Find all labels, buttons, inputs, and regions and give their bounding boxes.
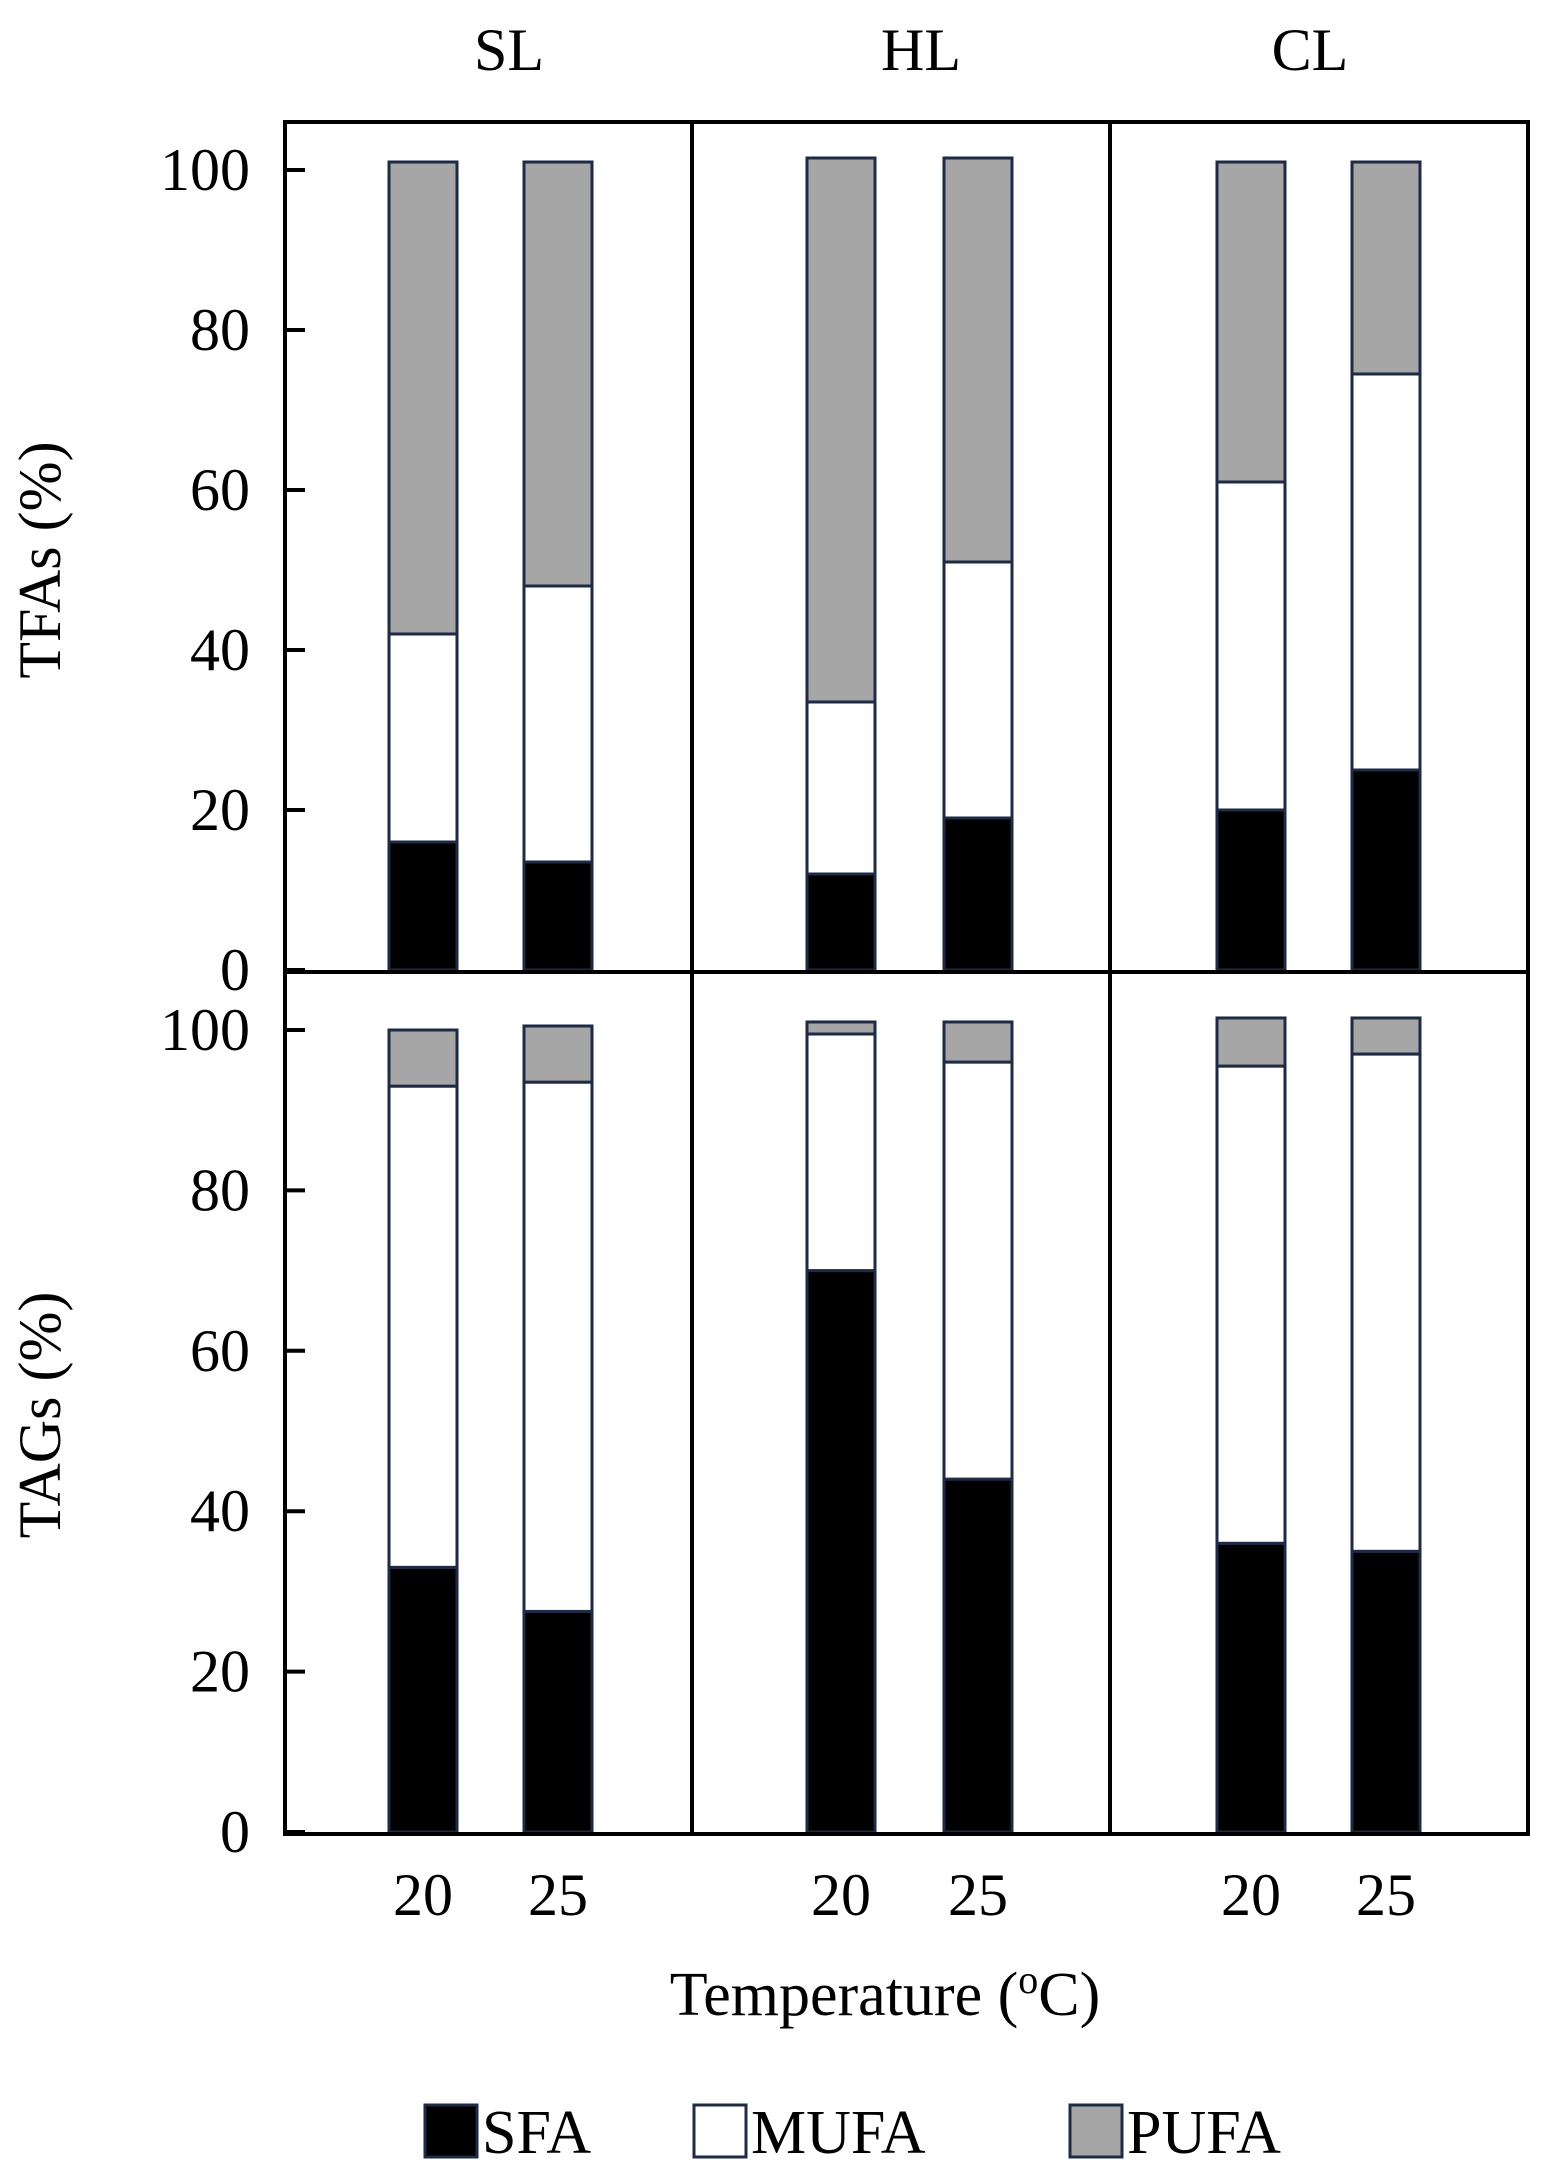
- bar-tfas-sl-20-mufa: [387, 632, 459, 844]
- bar-tfas-sl-20-sfa: [387, 840, 459, 972]
- bar-tags-hl-25-sfa: [942, 1477, 1014, 1834]
- bar-tags-cl-25-pufa: [1350, 1016, 1422, 1056]
- bar-tfas-cl-20-pufa: [1215, 160, 1287, 484]
- y-tick-label: 100: [160, 137, 250, 203]
- y-tick-label: 100: [160, 997, 250, 1063]
- panel-title-cl: CL: [1272, 17, 1349, 83]
- y-tick-label: 20: [190, 1639, 250, 1705]
- bar-tags-sl-25-mufa: [522, 1080, 594, 1613]
- x-tick-label: 20: [393, 1862, 453, 1928]
- bar-tags-cl-25-sfa: [1350, 1549, 1422, 1834]
- x-axis-label-sup: o: [1018, 1957, 1038, 2002]
- bar-tags-cl-20-sfa: [1215, 1541, 1287, 1834]
- y-axis-label-tags: TAGs (%): [7, 1292, 73, 1539]
- y-tick-label: 40: [190, 1478, 250, 1544]
- plot-border: [283, 120, 1530, 1836]
- bars: [387, 156, 1422, 1834]
- bar-tags-hl-25-mufa: [942, 1060, 1014, 1481]
- bar-tfas-hl-20-pufa: [805, 156, 877, 704]
- y-axis-label-tfas: TFAs (%): [7, 441, 73, 678]
- bar-tags-hl-20-pufa: [805, 1020, 877, 1036]
- x-tick-label: 25: [948, 1862, 1008, 1928]
- bar-tags-hl-20-sfa: [805, 1269, 877, 1834]
- legend-label-sfa: SFA: [482, 2099, 591, 2167]
- bar-tfas-cl-25-pufa: [1350, 160, 1422, 376]
- bar-tags-sl-25-sfa: [522, 1609, 594, 1834]
- x-tick-label: 25: [1356, 1862, 1416, 1928]
- y-tick-label: 60: [190, 1318, 250, 1384]
- y-tick-label: 60: [190, 457, 250, 523]
- bar-tags-sl-20-pufa: [387, 1028, 459, 1088]
- bar-tfas-hl-20-sfa: [805, 872, 877, 972]
- x-tick-label: 20: [1221, 1862, 1281, 1928]
- legend-swatch-mufa: [692, 2103, 748, 2159]
- y-tick-label: 20: [190, 777, 250, 843]
- bar-tfas-hl-20-mufa: [805, 700, 877, 876]
- legend-swatch-sfa: [423, 2103, 479, 2159]
- bar-tfas-hl-25-pufa: [942, 156, 1014, 564]
- y-tick-marks: [285, 168, 305, 1834]
- x-tick-label: 25: [528, 1862, 588, 1928]
- x-tick-labels: 20 25 20 25 20 25: [393, 1862, 1416, 1928]
- y-tick-label: 0: [220, 1799, 250, 1865]
- bar-tags-hl-20-mufa: [805, 1032, 877, 1273]
- y-tick-label: 40: [190, 617, 250, 683]
- legend-label-pufa: PUFA: [1127, 2099, 1281, 2167]
- bar-tfas-sl-25-sfa: [522, 860, 594, 972]
- x-axis-label-text: Temperature (: [670, 1961, 1019, 2029]
- y-tick-label: 80: [190, 1157, 250, 1223]
- plot-frame: [283, 120, 1530, 1836]
- bar-tags-cl-20-mufa: [1215, 1064, 1287, 1545]
- bar-tfas-cl-20-mufa: [1215, 480, 1287, 812]
- bar-tfas-hl-25-mufa: [942, 560, 1014, 820]
- bar-tfas-cl-25-sfa: [1350, 768, 1422, 972]
- panel-titles: SL HL CL: [474, 17, 1348, 83]
- bar-tfas-hl-25-sfa: [942, 816, 1014, 972]
- bar-tfas-cl-25-mufa: [1350, 372, 1422, 772]
- x-axis-label: Temperature (oC): [670, 1957, 1101, 2029]
- legend: SFA MUFA PUFA: [423, 2099, 1281, 2167]
- y-tick-label: 0: [220, 937, 250, 1003]
- bar-tfas-sl-25-mufa: [522, 584, 594, 864]
- bar-tfas-sl-25-pufa: [522, 160, 594, 588]
- bar-tags-cl-25-mufa: [1350, 1052, 1422, 1553]
- legend-swatch-pufa: [1068, 2103, 1124, 2159]
- bar-tags-sl-20-mufa: [387, 1084, 459, 1569]
- bar-tfas-sl-20-pufa: [387, 160, 459, 636]
- bar-tags-hl-25-pufa: [942, 1020, 1014, 1064]
- x-axis-label-tail: C): [1038, 1961, 1100, 2029]
- panel-title-sl: SL: [474, 17, 544, 83]
- y-tick-label: 80: [190, 297, 250, 363]
- bar-tags-cl-20-pufa: [1215, 1016, 1287, 1068]
- bar-tags-sl-20-sfa: [387, 1565, 459, 1834]
- x-tick-label: 20: [811, 1862, 871, 1928]
- bar-tfas-cl-20-sfa: [1215, 808, 1287, 972]
- panel-title-hl: HL: [881, 17, 961, 83]
- legend-label-mufa: MUFA: [751, 2099, 926, 2167]
- bar-tags-sl-25-pufa: [522, 1024, 594, 1084]
